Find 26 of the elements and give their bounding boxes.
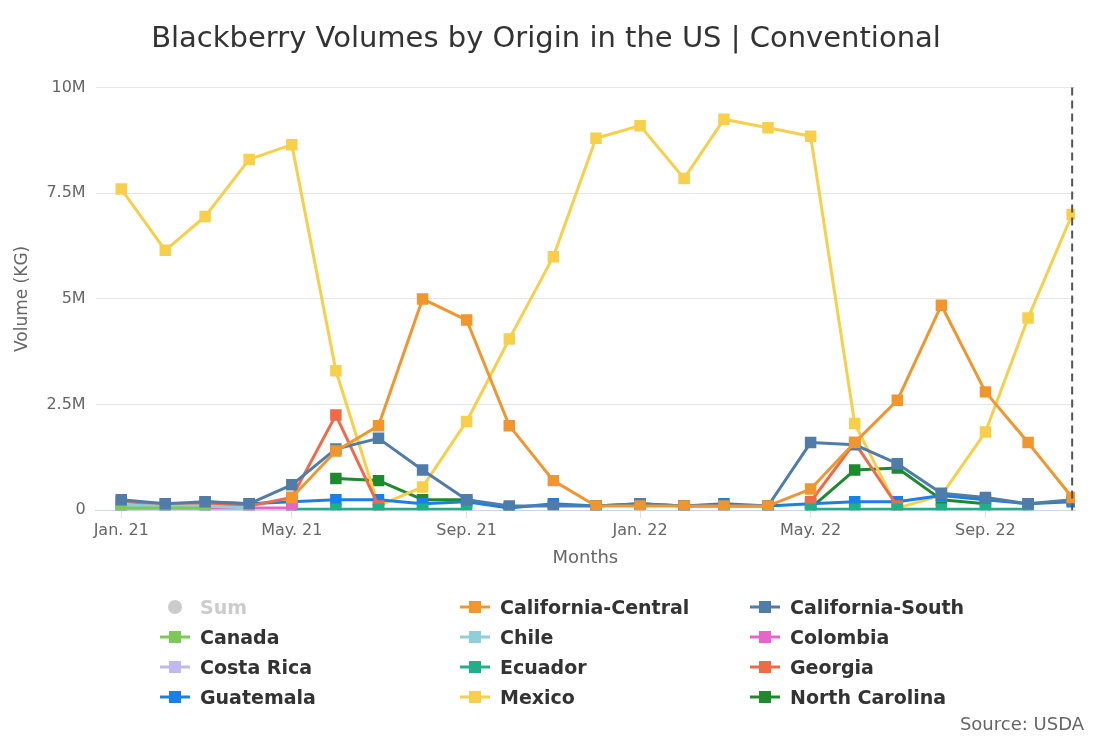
legend-label: Costa Rica	[200, 656, 313, 678]
legend-label: California-Central	[500, 596, 690, 618]
source-note: Source: USDA	[958, 713, 1084, 734]
legend-label: Guatemala	[200, 686, 316, 708]
legend-label: California-South	[790, 596, 965, 618]
x-tick-label: Sep. 21	[436, 519, 497, 539]
chart-title: Blackberry Volumes by Origin in the US | Conventional	[150, 19, 942, 56]
y-axis-title: Volume (KG)	[10, 245, 31, 353]
legend-label: Ecuador	[500, 656, 587, 678]
legend-label: Mexico	[500, 686, 575, 708]
y-tick-label: 10M	[51, 76, 86, 96]
legend-label: Georgia	[790, 656, 874, 678]
legend-label: North Carolina	[790, 686, 947, 708]
y-tick-label: 2.5M	[46, 393, 86, 413]
y-tick-label: 7.5M	[46, 182, 86, 202]
x-tick-label: May. 21	[261, 519, 323, 539]
x-tick-label: Sep. 22	[955, 519, 1016, 539]
y-tick-label: 5M	[61, 288, 86, 308]
y-tick-label: 0	[75, 499, 86, 519]
x-tick-label: May. 22	[779, 519, 842, 539]
x-tick-label: Jan. 22	[611, 519, 668, 539]
legend-label: Colombia	[790, 626, 890, 648]
legend-label: Canada	[200, 626, 280, 648]
legend-label: Chile	[500, 626, 554, 648]
x-tick-label: Jan. 21	[92, 519, 149, 539]
x-axis-title: Months	[552, 545, 619, 567]
